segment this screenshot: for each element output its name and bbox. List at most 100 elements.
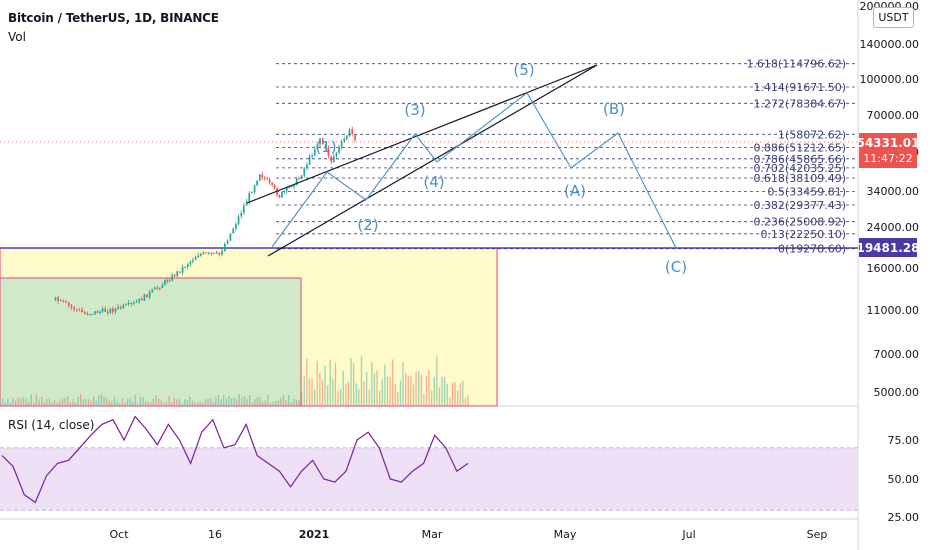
volume-bar: [368, 389, 370, 406]
candle-body: [221, 251, 223, 255]
volume-bar: [311, 378, 313, 406]
price-tick-label: 24000.00: [867, 221, 920, 234]
volume-bar: [441, 377, 443, 406]
volume-bar: [111, 401, 113, 406]
volume-bar: [2, 398, 4, 406]
volume-bar: [269, 402, 272, 406]
volume-bar: [285, 400, 287, 406]
volume-bar: [293, 398, 295, 406]
currency-button[interactable]: USDT: [873, 7, 914, 28]
rsi-line: [1, 415, 469, 504]
fib-label: 1.414(91671.50): [753, 81, 846, 94]
volume-bar: [158, 398, 160, 406]
candle-body: [109, 308, 112, 313]
wave-label: (3): [404, 101, 425, 119]
volume-bar: [4, 402, 6, 406]
volume-bar: [415, 371, 417, 406]
volume-bar: [61, 398, 64, 406]
wave-label: (A): [564, 182, 586, 200]
fib-label: 0(19278.60): [778, 243, 846, 256]
candle-body: [181, 267, 184, 273]
volume-bar: [12, 397, 14, 406]
candle-body: [202, 252, 205, 254]
candle-body: [106, 311, 109, 313]
candle-body: [194, 257, 197, 260]
volume-label: Vol: [8, 30, 26, 44]
candle-body: [313, 149, 316, 156]
volume-bar: [74, 402, 77, 406]
volume-bar: [17, 397, 19, 406]
volume-bar: [25, 398, 27, 406]
volume-bar: [22, 397, 25, 406]
price-tick-label: 100000.00: [860, 73, 920, 86]
candle-body: [268, 179, 271, 183]
volume-bar: [186, 400, 188, 406]
candle-body: [89, 314, 91, 316]
volume-bar: [121, 397, 123, 406]
volume-bar: [363, 381, 365, 406]
volume-bar: [451, 382, 454, 406]
candle-body: [101, 308, 104, 312]
time-tick-label: Jul: [681, 528, 695, 541]
volume-bar: [217, 394, 220, 406]
candle-body: [340, 141, 343, 147]
volume-bar: [282, 395, 285, 406]
candle-body: [351, 129, 354, 135]
volume-bar: [267, 394, 269, 406]
candle-countdown: 11:47:22: [863, 152, 912, 165]
volume-bar: [249, 395, 251, 406]
volume-bar: [139, 396, 142, 406]
volume-bar: [67, 396, 69, 406]
wedge-lower-line: [267, 64, 598, 257]
volume-bar: [446, 383, 448, 406]
volume-bar: [394, 384, 396, 406]
volume-bar: [106, 398, 108, 406]
candle-body: [151, 289, 154, 292]
volume-bar: [87, 399, 90, 406]
volume-bar: [454, 382, 456, 406]
volume-bar: [342, 371, 344, 406]
volume-bar: [332, 379, 334, 406]
rsi-band: [0, 447, 858, 511]
volume-bar: [431, 390, 433, 406]
candle-body: [148, 291, 151, 298]
volume-bar: [20, 398, 22, 406]
volume-bar: [329, 359, 331, 406]
wedge-upper-line: [246, 64, 598, 204]
volume-bar: [334, 362, 337, 406]
candle-body: [278, 195, 281, 198]
volume-bar: [347, 381, 350, 406]
fib-label: 1(58072.62): [778, 128, 846, 141]
wave-label: (C): [665, 258, 687, 276]
price-tick-label: 16000.00: [867, 262, 920, 275]
candle-body: [251, 192, 253, 194]
price-tick-label: 7000.00: [874, 348, 920, 361]
candle-body: [127, 303, 130, 305]
volume-bar: [207, 398, 209, 406]
volume-bar: [165, 401, 168, 406]
volume-bar: [386, 376, 389, 406]
volume-bar: [59, 401, 61, 406]
volume-bar: [355, 383, 357, 406]
volume-bar: [373, 373, 376, 406]
volume-bar: [397, 392, 399, 406]
volume-bar: [303, 376, 305, 406]
fib-label: 1.618(114796.62): [746, 58, 846, 71]
candle-body: [73, 307, 75, 310]
candle-body: [166, 280, 169, 282]
volume-bar: [308, 378, 311, 406]
volume-bar: [449, 397, 451, 406]
volume-bar: [236, 399, 238, 406]
volume-bar: [95, 400, 97, 406]
candle-body: [156, 287, 159, 289]
candle-body: [271, 182, 273, 185]
volume-bar: [191, 400, 194, 406]
candle-body: [213, 252, 215, 254]
fib-label: 0.236(25008.92): [753, 216, 846, 229]
candle-body: [295, 178, 298, 186]
price-tick-label: 5000.00: [874, 386, 920, 399]
candle-body: [229, 233, 232, 241]
chart-title: Bitcoin / TetherUS, 1D, BINANCE: [8, 11, 219, 25]
volume-bar: [433, 377, 435, 406]
volume-bar: [9, 402, 12, 406]
